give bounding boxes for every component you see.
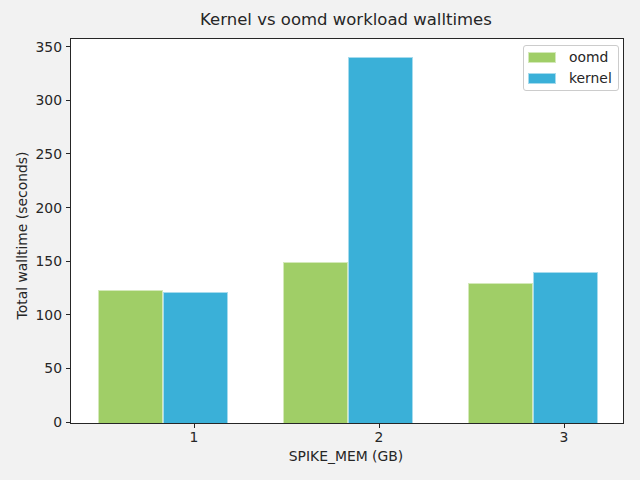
legend-item-kernel: kernel xyxy=(528,68,618,89)
y-tick-label: 250 xyxy=(0,146,62,162)
bar-oomd-2 xyxy=(283,262,348,423)
y-tick-mark xyxy=(66,46,71,47)
bar-kernel-2 xyxy=(348,57,413,423)
x-tick-label: 3 xyxy=(544,429,584,445)
legend-label-oomd: oomd xyxy=(569,50,608,65)
bar-kernel-3 xyxy=(533,272,598,423)
y-tick-label: 100 xyxy=(0,307,62,323)
legend-label-kernel: kernel xyxy=(569,71,612,86)
legend: oomd kernel xyxy=(523,45,619,91)
legend-item-oomd: oomd xyxy=(528,47,618,68)
y-tick-label: 0 xyxy=(0,414,62,430)
y-tick-label: 350 xyxy=(0,39,62,55)
y-tick-mark xyxy=(66,314,71,315)
x-axis-label: SPIKE_MEM (GB) xyxy=(70,448,622,464)
x-tick-mark xyxy=(194,423,195,428)
y-tick-label: 150 xyxy=(0,253,62,269)
x-tick-mark xyxy=(564,423,565,428)
y-tick-mark xyxy=(66,368,71,369)
y-tick-mark xyxy=(66,422,71,423)
x-tick-label: 1 xyxy=(174,429,214,445)
bar-oomd-3 xyxy=(468,283,533,423)
plot-area: oomd kernel xyxy=(70,38,624,424)
y-tick-label: 50 xyxy=(0,360,62,376)
y-tick-mark xyxy=(66,100,71,101)
legend-swatch-oomd xyxy=(528,52,556,63)
y-tick-mark xyxy=(66,207,71,208)
y-axis-label: Total walltime (seconds) xyxy=(14,136,31,336)
y-tick-label: 300 xyxy=(0,92,62,108)
bar-kernel-1 xyxy=(163,292,228,423)
y-tick-mark xyxy=(66,261,71,262)
y-tick-mark xyxy=(66,153,71,154)
x-tick-mark xyxy=(379,423,380,428)
figure: Kernel vs oomd workload walltimes Total … xyxy=(0,0,640,480)
chart-title: Kernel vs oomd workload walltimes xyxy=(70,10,622,29)
y-tick-label: 200 xyxy=(0,200,62,216)
legend-swatch-kernel xyxy=(528,73,556,84)
bar-oomd-1 xyxy=(98,290,163,423)
x-tick-label: 2 xyxy=(359,429,399,445)
